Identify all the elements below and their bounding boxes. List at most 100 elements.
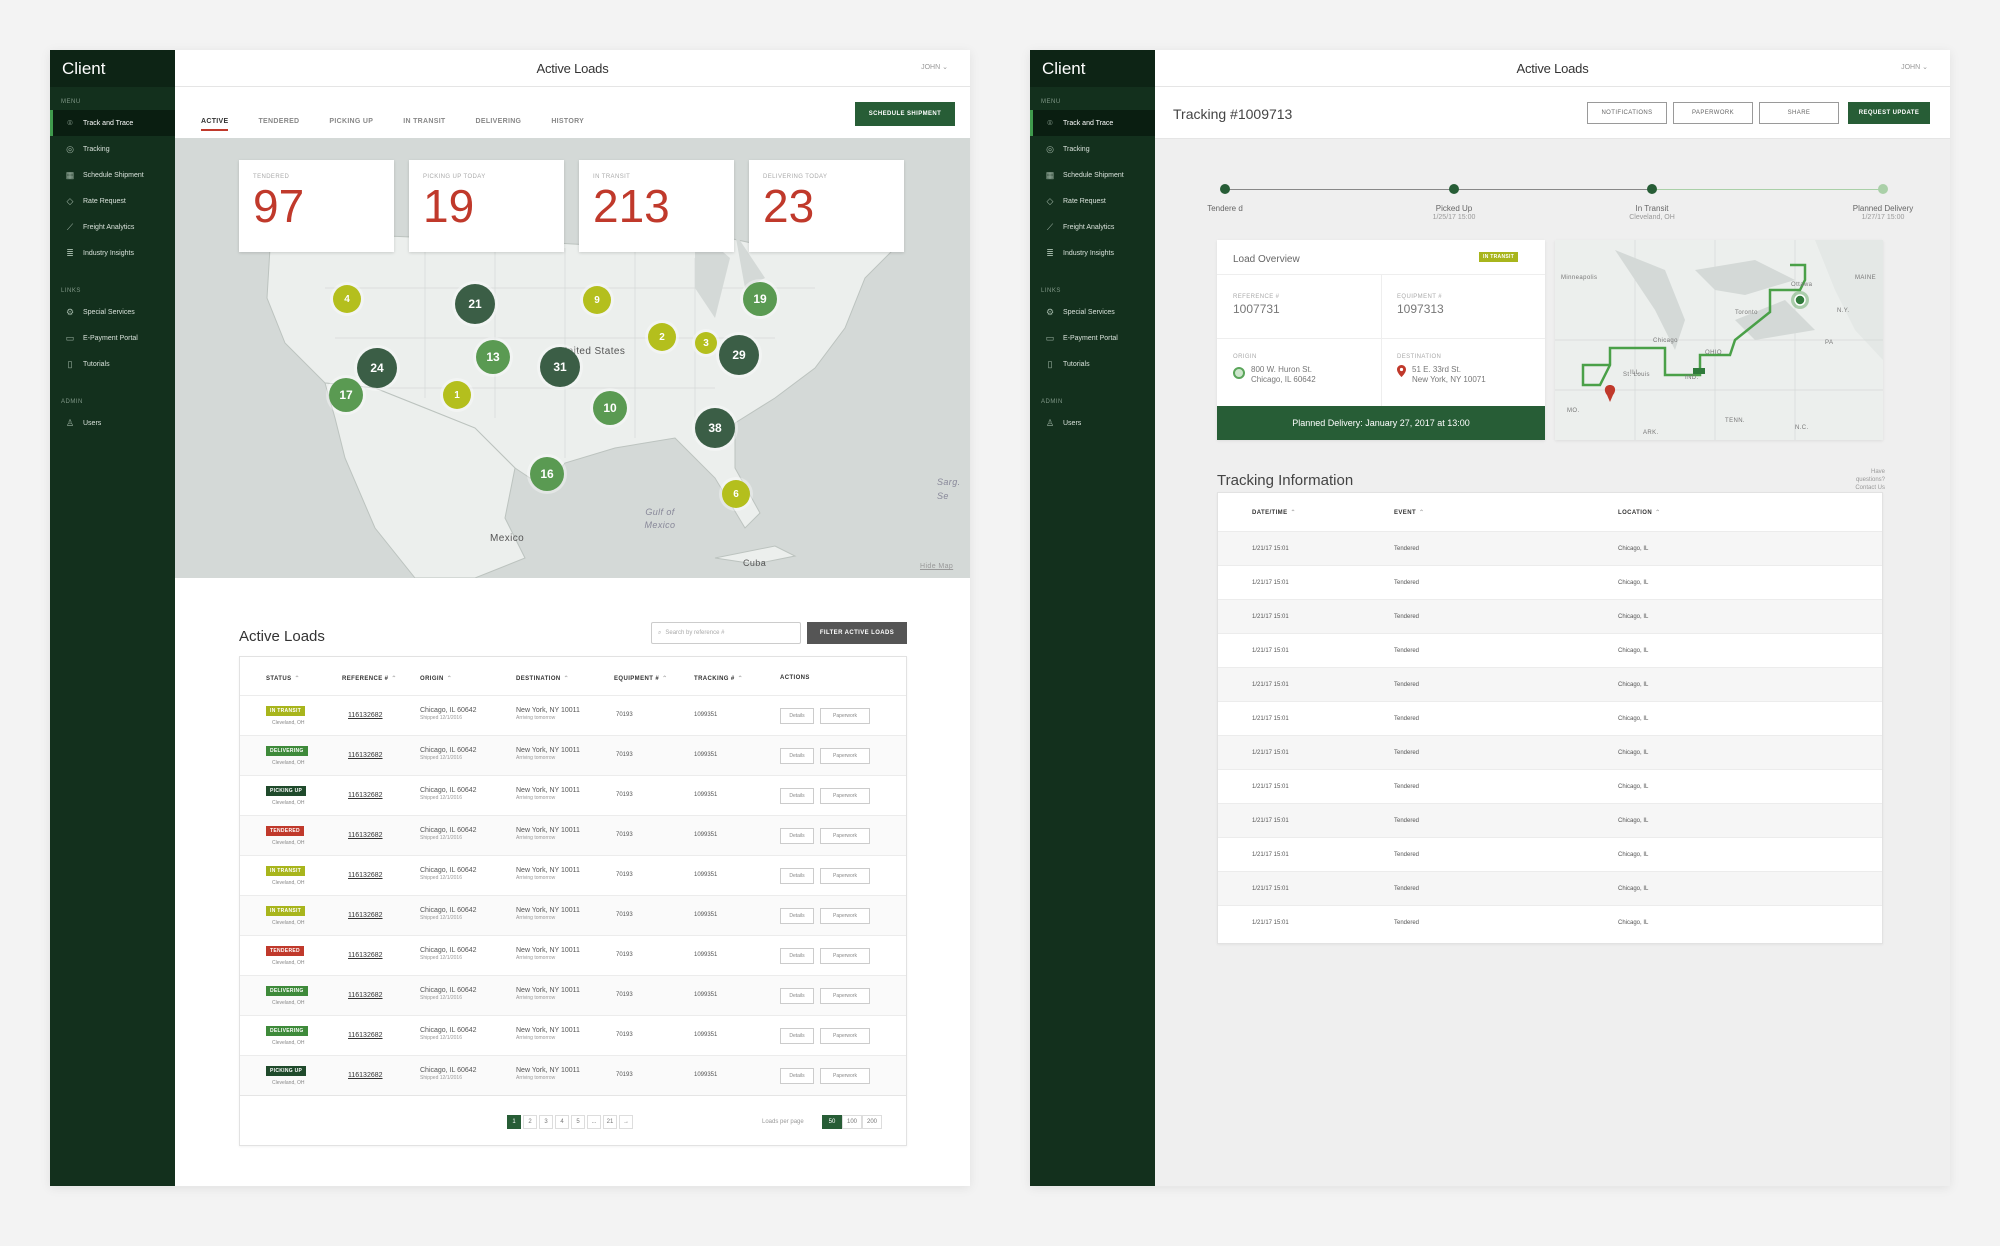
table-row[interactable]: 1/21/17 15:01 Tendered Chicago, IL bbox=[1218, 667, 1882, 701]
sidebar-item-tutorials[interactable]: ▯ Tutorials bbox=[50, 351, 175, 377]
table-row[interactable]: 1/21/17 15:01 Tendered Chicago, IL bbox=[1218, 565, 1882, 599]
reference-link[interactable]: 116132682 bbox=[348, 752, 383, 759]
table-row[interactable]: TENDERED Cleveland, OH 116132682 Chicago, I… bbox=[240, 815, 906, 855]
request-update-button[interactable]: REQUEST UPDATE bbox=[1848, 102, 1930, 124]
sidebar-item-track-and-trace[interactable]: ⌾ Track and Trace bbox=[50, 110, 175, 136]
sidebar-item-e-payment-portal[interactable]: ▭ E-Payment Portal bbox=[1030, 325, 1155, 351]
column-header-destination[interactable]: DESTINATION ⌃ bbox=[516, 675, 569, 682]
details-button[interactable]: Details bbox=[780, 908, 814, 924]
details-button[interactable]: Details bbox=[780, 988, 814, 1004]
sidebar-item-rate-request[interactable]: ◇ Rate Request bbox=[1030, 188, 1155, 214]
sidebar-item-schedule-shipment[interactable]: ▦ Schedule Shipment bbox=[1030, 162, 1155, 188]
table-row[interactable]: IN TRANSIT Cleveland, OH 116132682 Chicago,… bbox=[240, 855, 906, 895]
map-cluster[interactable]: 4 bbox=[333, 285, 361, 313]
page-4[interactable]: 4 bbox=[555, 1115, 569, 1129]
share-button[interactable]: SHARE bbox=[1759, 102, 1839, 124]
filter-active-loads-button[interactable]: FILTER ACTIVE LOADS bbox=[807, 622, 907, 644]
table-row[interactable]: DELIVERING Cleveland, OH 116132682 Chicago,… bbox=[240, 975, 906, 1015]
table-row[interactable]: 1/21/17 15:01 Tendered Chicago, IL bbox=[1218, 803, 1882, 837]
map-cluster[interactable]: 24 bbox=[357, 348, 397, 388]
search-input[interactable]: ⌕ Search by reference # bbox=[651, 622, 801, 644]
sidebar-item-rate-request[interactable]: ◇ Rate Request bbox=[50, 188, 175, 214]
tab-history[interactable]: HISTORY bbox=[551, 118, 585, 125]
route-map[interactable]: Minneapolis Chicago St. Louis Toronto Ottawa… bbox=[1555, 240, 1883, 440]
map-cluster[interactable]: 6 bbox=[722, 480, 750, 508]
table-row[interactable]: 1/21/17 15:01 Tendered Chicago, IL bbox=[1218, 735, 1882, 769]
per-page-50[interactable]: 50 bbox=[822, 1115, 842, 1129]
user-menu[interactable]: JOHN ⌄ bbox=[921, 63, 948, 71]
per-page-100[interactable]: 100 bbox=[842, 1115, 862, 1129]
page-1[interactable]: 1 bbox=[507, 1115, 521, 1129]
sidebar-item-tracking[interactable]: ◎ Tracking bbox=[1030, 136, 1155, 162]
map-cluster[interactable]: 3 bbox=[695, 332, 717, 354]
column-header-event[interactable]: EVENT ⌃ bbox=[1394, 509, 1424, 516]
column-header-reference[interactable]: REFERENCE # ⌃ bbox=[342, 675, 397, 682]
paperwork-button[interactable]: Paperwork bbox=[820, 708, 870, 724]
sidebar-item-special-services[interactable]: ⚙ Special Services bbox=[1030, 299, 1155, 325]
map-cluster[interactable]: 16 bbox=[530, 457, 564, 491]
sidebar-item-freight-analytics[interactable]: ⟋ Freight Analytics bbox=[50, 214, 175, 240]
sidebar-item-industry-insights[interactable]: ≣ Industry Insights bbox=[50, 240, 175, 266]
reference-link[interactable]: 116132682 bbox=[348, 832, 383, 839]
column-header-tracking[interactable]: TRACKING # ⌃ bbox=[694, 675, 743, 682]
table-row[interactable]: PICKING UP Cleveland, OH 116132682 Chicago,… bbox=[240, 1055, 906, 1095]
sidebar-item-e-payment-portal[interactable]: ▭ E-Payment Portal bbox=[50, 325, 175, 351]
table-row[interactable]: 1/21/17 15:01 Tendered Chicago, IL bbox=[1218, 531, 1882, 565]
paperwork-button[interactable]: Paperwork bbox=[820, 948, 870, 964]
column-header-equipment[interactable]: EQUIPMENT # ⌃ bbox=[614, 675, 668, 682]
paperwork-button[interactable]: Paperwork bbox=[820, 908, 870, 924]
map-cluster[interactable]: 31 bbox=[540, 347, 580, 387]
contact-us-link[interactable]: Have questions? Contact Us bbox=[1855, 469, 1885, 491]
hide-map-link[interactable]: Hide Map bbox=[920, 563, 954, 570]
map-cluster[interactable]: 13 bbox=[476, 340, 510, 374]
details-button[interactable]: Details bbox=[780, 868, 814, 884]
sidebar-item-track-and-trace[interactable]: ⌾ Track and Trace bbox=[1030, 110, 1155, 136]
tab-tendered[interactable]: TENDERED bbox=[258, 118, 300, 125]
paperwork-button[interactable]: Paperwork bbox=[820, 828, 870, 844]
table-row[interactable]: 1/21/17 15:01 Tendered Chicago, IL bbox=[1218, 701, 1882, 735]
stat-card-delivering-today[interactable]: DELIVERING TODAY 23 bbox=[749, 160, 904, 252]
paperwork-button[interactable]: Paperwork bbox=[820, 788, 870, 804]
sidebar-item-special-services[interactable]: ⚙ Special Services bbox=[50, 299, 175, 325]
column-header-origin[interactable]: ORIGIN ⌃ bbox=[420, 675, 452, 682]
user-menu[interactable]: JOHN ⌄ bbox=[1901, 63, 1928, 71]
sidebar-item-schedule-shipment[interactable]: ▦ Schedule Shipment bbox=[50, 162, 175, 188]
map-cluster[interactable]: 29 bbox=[719, 335, 759, 375]
reference-link[interactable]: 116132682 bbox=[348, 872, 383, 879]
tab-delivering[interactable]: DELIVERING bbox=[475, 118, 522, 125]
reference-link[interactable]: 116132682 bbox=[348, 712, 383, 719]
reference-link[interactable]: 116132682 bbox=[348, 952, 383, 959]
map-cluster[interactable]: 21 bbox=[455, 284, 495, 324]
table-row[interactable]: IN TRANSIT Cleveland, OH 116132682 Chicago,… bbox=[240, 895, 906, 935]
table-row[interactable]: 1/21/17 15:01 Tendered Chicago, IL bbox=[1218, 837, 1882, 871]
sidebar-item-industry-insights[interactable]: ≣ Industry Insights bbox=[1030, 240, 1155, 266]
column-header-status[interactable]: STATUS ⌃ bbox=[266, 675, 300, 682]
paperwork-button[interactable]: PAPERWORK bbox=[1673, 102, 1753, 124]
per-page-200[interactable]: 200 bbox=[862, 1115, 882, 1129]
map-cluster[interactable]: 19 bbox=[743, 282, 777, 316]
reference-link[interactable]: 116132682 bbox=[348, 992, 383, 999]
page-next[interactable]: → bbox=[619, 1115, 633, 1129]
table-row[interactable]: 1/21/17 15:01 Tendered Chicago, IL bbox=[1218, 599, 1882, 633]
table-row[interactable]: 1/21/17 15:01 Tendered Chicago, IL bbox=[1218, 769, 1882, 803]
column-header-date-time[interactable]: DATE/TIME ⌃ bbox=[1252, 509, 1296, 516]
reference-link[interactable]: 116132682 bbox=[348, 792, 383, 799]
table-row[interactable]: IN TRANSIT Cleveland, OH 116132682 Chicago,… bbox=[240, 695, 906, 735]
schedule-shipment-button[interactable]: SCHEDULE SHIPMENT bbox=[855, 102, 955, 126]
table-row[interactable]: DELIVERING Cleveland, OH 116132682 Chicago,… bbox=[240, 1015, 906, 1055]
details-button[interactable]: Details bbox=[780, 1068, 814, 1084]
sidebar-item-users[interactable]: ♙ Users bbox=[50, 410, 175, 436]
reference-link[interactable]: 116132682 bbox=[348, 912, 383, 919]
sidebar-item-users[interactable]: ♙ Users bbox=[1030, 410, 1155, 436]
paperwork-button[interactable]: Paperwork bbox=[820, 1068, 870, 1084]
paperwork-button[interactable]: Paperwork bbox=[820, 988, 870, 1004]
map-cluster[interactable]: 2 bbox=[648, 323, 676, 351]
table-row[interactable]: PICKING UP Cleveland, OH 116132682 Chicago,… bbox=[240, 775, 906, 815]
page-5[interactable]: 5 bbox=[571, 1115, 585, 1129]
stat-card-in-transit[interactable]: IN TRANSIT 213 bbox=[579, 160, 734, 252]
table-row[interactable]: DELIVERING Cleveland, OH 116132682 Chicago,… bbox=[240, 735, 906, 775]
table-row[interactable]: 1/21/17 15:01 Tendered Chicago, IL bbox=[1218, 871, 1882, 905]
page-21[interactable]: 21 bbox=[603, 1115, 617, 1129]
details-button[interactable]: Details bbox=[780, 788, 814, 804]
notifications-button[interactable]: NOTIFICATIONS bbox=[1587, 102, 1667, 124]
